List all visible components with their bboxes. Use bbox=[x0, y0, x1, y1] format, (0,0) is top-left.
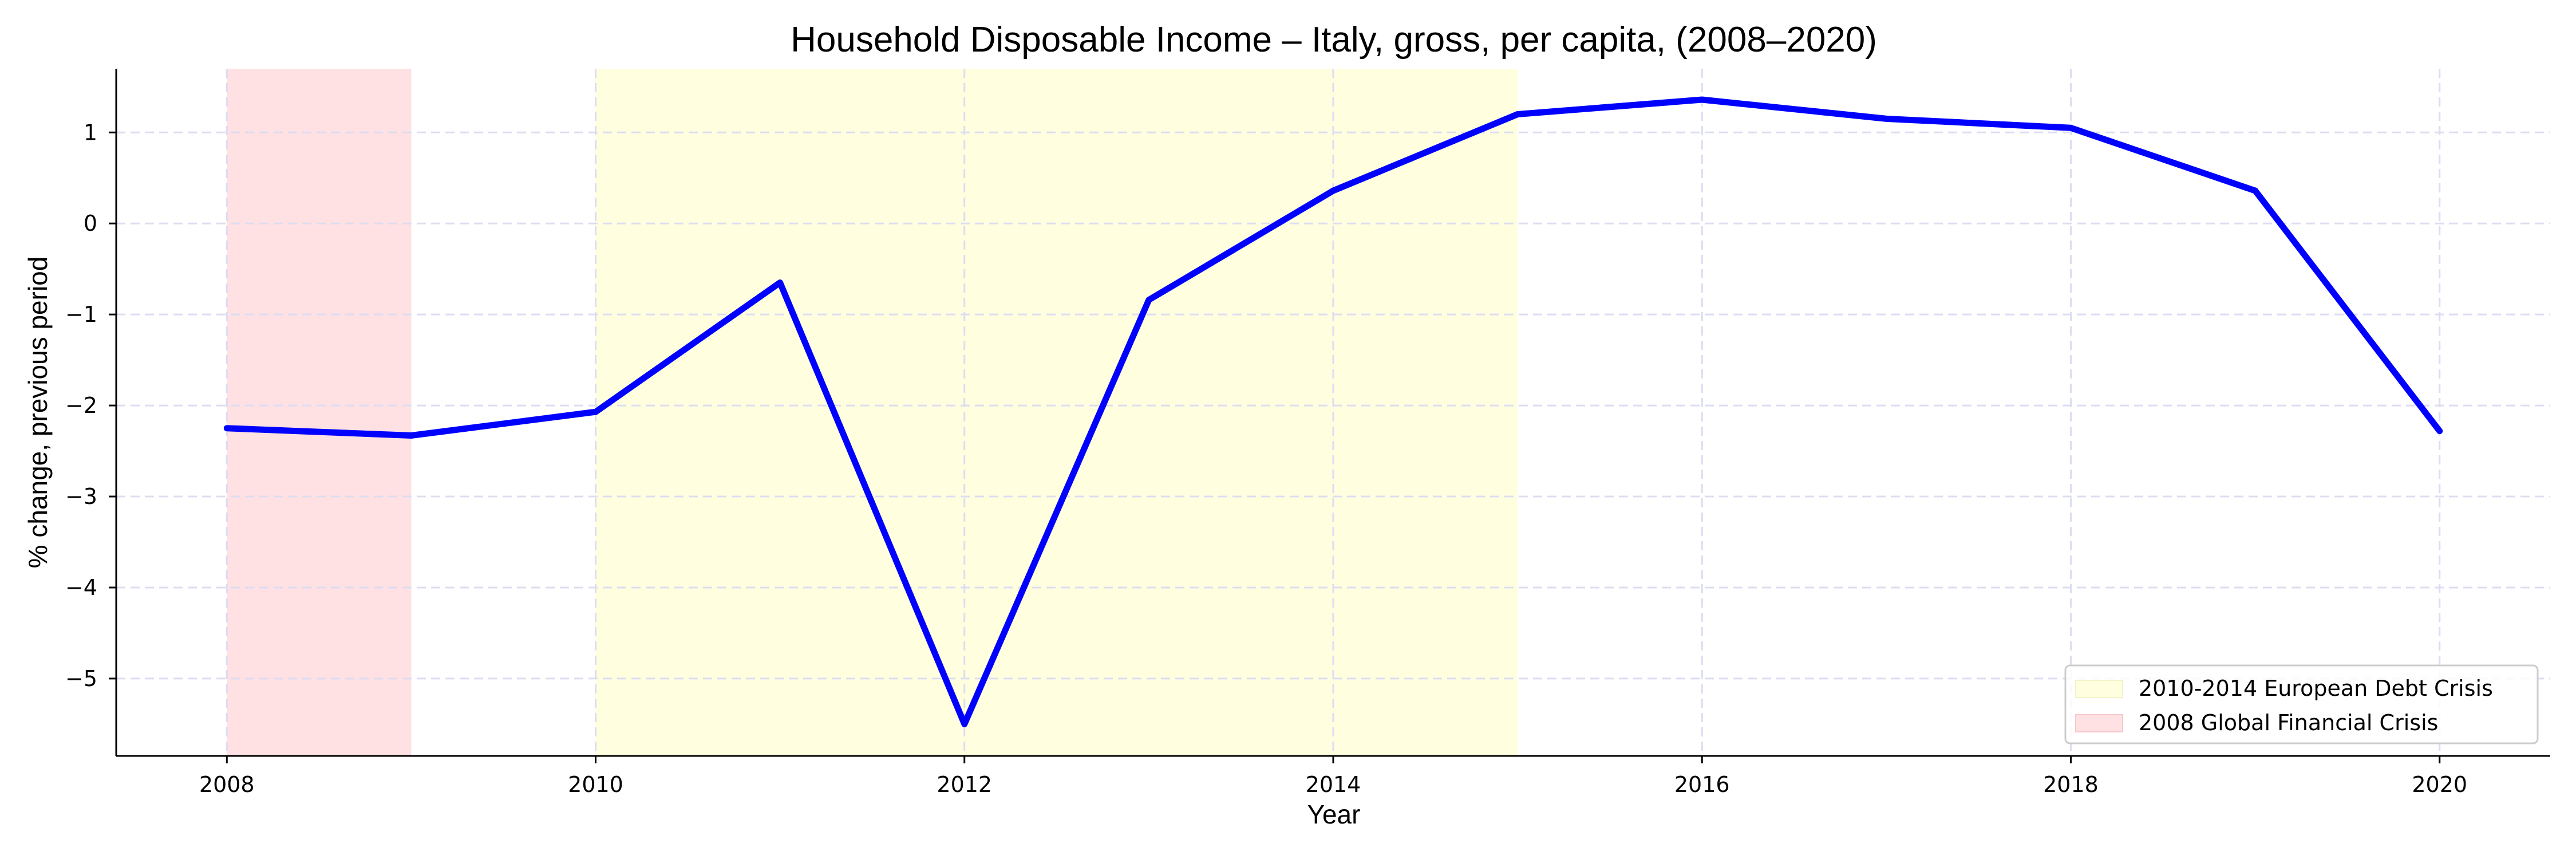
shaded-regions bbox=[227, 69, 1518, 756]
y-tick-label: −1 bbox=[65, 302, 97, 327]
y-tick-label: −4 bbox=[65, 575, 97, 600]
chart-title: Household Disposable Income – Italy, gro… bbox=[791, 20, 1877, 60]
x-tick-label: 2020 bbox=[2412, 772, 2467, 797]
legend-label: 2008 Global Financial Crisis bbox=[2139, 710, 2438, 735]
x-tick-label: 2008 bbox=[199, 772, 255, 797]
shaded-region-financial-crisis bbox=[227, 69, 412, 756]
axes bbox=[109, 69, 2550, 763]
x-tick-label: 2016 bbox=[1674, 772, 1730, 797]
series-layer bbox=[223, 96, 2443, 727]
series-line bbox=[223, 96, 2443, 727]
x-tick-label: 2010 bbox=[568, 772, 623, 797]
y-tick-label: 0 bbox=[84, 211, 97, 236]
x-axis-label: Year bbox=[1307, 799, 1361, 829]
y-tick-label: 1 bbox=[84, 120, 97, 145]
legend-label: 2010-2014 European Debt Crisis bbox=[2139, 676, 2493, 701]
legend-box bbox=[2064, 664, 2539, 744]
y-tick-label: −3 bbox=[65, 484, 97, 509]
gridlines bbox=[116, 69, 2550, 756]
tick-labels: 2008 2010 2012 2014 2016 2018 2020 −5 −4 −3 −2 −1 0 1 bbox=[65, 120, 2467, 797]
legend-swatch bbox=[2075, 680, 2123, 698]
y-axis-label: % change, previous period bbox=[23, 257, 53, 569]
x-tick-label: 2012 bbox=[937, 772, 992, 797]
y-tick-label: −5 bbox=[65, 666, 97, 691]
legend-swatch bbox=[2075, 714, 2123, 732]
y-tick-label: −2 bbox=[65, 393, 97, 418]
legend: 2010-2014 European Debt Crisis 2008 Globa… bbox=[2064, 664, 2539, 744]
x-tick-label: 2018 bbox=[2043, 772, 2099, 797]
shaded-region-debt-crisis bbox=[595, 69, 1518, 756]
x-tick-label: 2014 bbox=[1306, 772, 1361, 797]
